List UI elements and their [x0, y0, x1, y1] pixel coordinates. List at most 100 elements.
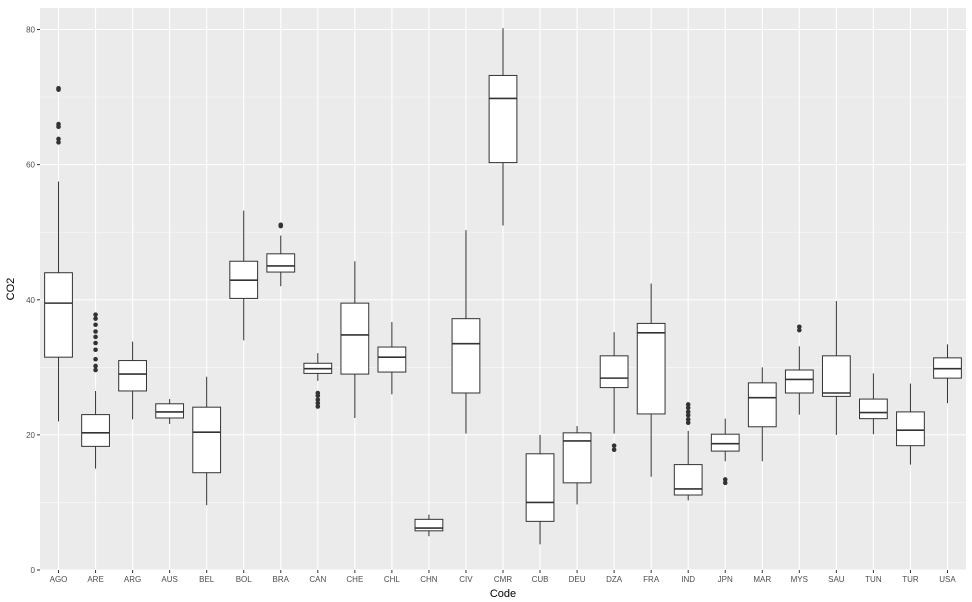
- box-arg: [118, 341, 147, 420]
- outlier-point: [315, 404, 321, 409]
- iqr-box: [673, 464, 703, 496]
- box-deu: [562, 426, 592, 505]
- iqr-box: [155, 403, 185, 419]
- outlier-point: [278, 222, 284, 228]
- outlier-point: [56, 140, 61, 145]
- outlier-point: [93, 322, 98, 328]
- box-sau: [821, 301, 851, 435]
- x-tick-label: TUR: [902, 575, 919, 584]
- box-ind: [673, 402, 703, 501]
- box-aus: [155, 399, 185, 425]
- x-tick-label: CHE: [346, 575, 363, 584]
- box-dza: [599, 332, 629, 453]
- box-bol: [229, 210, 259, 341]
- x-tick-label: AGO: [50, 575, 68, 584]
- outlier-point: [93, 316, 98, 321]
- outlier-point: [93, 363, 98, 369]
- x-tick-label: CHL: [384, 575, 401, 584]
- iqr-box: [414, 518, 444, 532]
- outlier-point: [611, 447, 617, 453]
- x-tick-label: AUS: [161, 575, 177, 584]
- y-tick-label: 0: [31, 566, 36, 575]
- x-tick-label: MYS: [791, 575, 808, 584]
- box-che: [340, 261, 370, 418]
- x-tick-label: IND: [681, 575, 695, 584]
- x-tick-label: BOL: [236, 575, 253, 584]
- outlier-point: [797, 327, 802, 333]
- y-tick-label: 60: [26, 161, 35, 170]
- outlier-point: [685, 409, 691, 415]
- iqr-box: [747, 382, 777, 428]
- x-tick-label: SAU: [828, 575, 845, 584]
- outlier-point: [93, 347, 98, 353]
- box-bel: [192, 376, 222, 506]
- box-chn: [414, 514, 444, 537]
- x-tick-label: DEU: [569, 575, 586, 584]
- box-series: [44, 28, 962, 545]
- iqr-box: [81, 414, 110, 447]
- outlier-point: [315, 397, 321, 403]
- outlier-point: [685, 420, 691, 426]
- iqr-box: [525, 453, 555, 522]
- outlier-point: [56, 136, 61, 142]
- box-fra: [636, 283, 666, 477]
- iqr-box: [859, 398, 888, 420]
- x-tick-label: ARG: [124, 575, 141, 584]
- outlier-point: [93, 334, 98, 340]
- x-tick-label: BEL: [199, 575, 215, 584]
- outlier-point: [93, 340, 98, 346]
- x-tick-label: FRA: [643, 575, 660, 584]
- x-tick-label: MAR: [753, 575, 771, 584]
- box-are: [81, 312, 110, 469]
- y-tick-label: 40: [26, 296, 35, 305]
- box-mar: [747, 367, 777, 462]
- outlier-point: [611, 443, 617, 448]
- outlier-point: [93, 329, 98, 334]
- box-tun: [859, 373, 888, 435]
- box-cmr: [488, 28, 518, 226]
- x-tick-label: BRA: [273, 575, 290, 584]
- outlier-point: [685, 405, 691, 411]
- outlier-point: [56, 121, 61, 127]
- x-axis: AGO ARE ARG AUS BEL BOL BRA CAN CHE CHL CHN CIV CMR C…: [50, 570, 956, 584]
- outlier-point: [93, 356, 98, 362]
- outlier-point: [797, 324, 802, 330]
- outlier-point: [93, 312, 98, 317]
- iqr-box: [599, 355, 629, 389]
- outlier-point: [315, 390, 321, 396]
- iqr-box: [636, 322, 666, 415]
- x-tick-label: CAN: [309, 575, 326, 584]
- x-tick-label: JPN: [718, 575, 733, 584]
- x-tick-label: USA: [939, 575, 956, 584]
- box-bra: [266, 222, 296, 287]
- y-tick-label: 20: [26, 431, 35, 440]
- x-tick-label: CUB: [532, 575, 549, 584]
- iqr-box: [340, 302, 370, 375]
- iqr-box: [44, 272, 73, 358]
- box-tur: [896, 383, 925, 465]
- x-tick-label: TUN: [865, 575, 882, 584]
- box-jpn: [710, 418, 740, 486]
- x-tick-label: CHN: [420, 575, 438, 584]
- outlier-point: [685, 417, 691, 422]
- outlier-point: [722, 477, 728, 482]
- x-tick-label: DZA: [606, 575, 623, 584]
- box-civ: [451, 230, 481, 434]
- outlier-point: [93, 367, 98, 373]
- iqr-box: [821, 355, 851, 397]
- outlier-point: [722, 480, 728, 486]
- box-mys: [784, 324, 814, 415]
- y-axis: 0 20 40 60 80: [26, 26, 40, 575]
- iqr-box: [377, 346, 407, 373]
- y-axis-title: CO2: [5, 278, 17, 301]
- iqr-box: [266, 253, 296, 273]
- iqr-box: [488, 74, 518, 164]
- box-ago: [44, 85, 73, 422]
- iqr-box: [192, 406, 222, 474]
- outlier-point: [56, 85, 61, 91]
- iqr-box: [118, 360, 147, 392]
- outlier-point: [685, 412, 691, 418]
- y-tick-label: 80: [26, 26, 35, 35]
- iqr-box: [710, 433, 740, 452]
